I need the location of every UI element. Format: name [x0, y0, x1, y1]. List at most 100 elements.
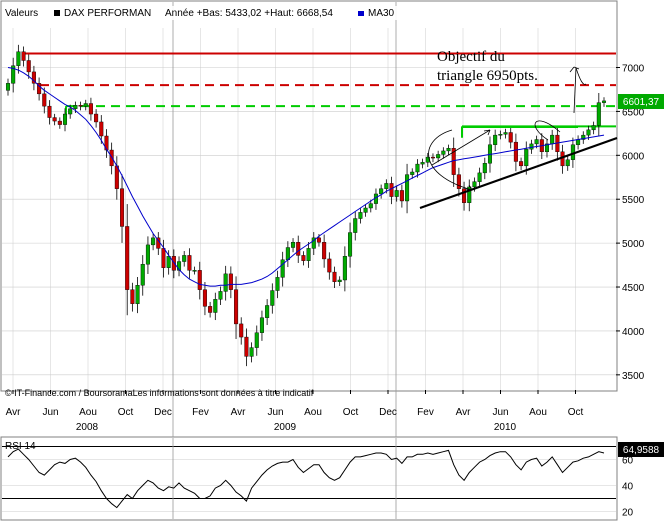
month-label: Avr [231, 407, 246, 418]
candle-body [456, 174, 461, 189]
target-arrow-head [569, 66, 580, 73]
price-tick-label: 3500 [622, 371, 645, 382]
candle-body [306, 248, 311, 261]
candle-body [140, 263, 145, 286]
candle-body [327, 258, 332, 273]
annotation-line1: Objectif du [437, 49, 505, 65]
month-label: Oct [568, 407, 584, 418]
candle-body [125, 226, 130, 290]
candle-body [436, 154, 441, 159]
copyright-text: © IT-Finance.com / BoursoramaLes informa… [5, 388, 314, 398]
candle-body [472, 181, 477, 188]
candle-body [332, 271, 337, 282]
header-ma-label: MA30 [368, 8, 395, 19]
candle-body [208, 306, 213, 313]
instrument-swatch [54, 10, 60, 16]
candle-body [576, 139, 581, 145]
candle-body [405, 174, 410, 202]
header-bg [3, 6, 615, 20]
candle-body [166, 256, 171, 268]
candle-body [197, 270, 202, 290]
candle-body [529, 143, 534, 150]
candle-body [52, 117, 57, 122]
candle-body [591, 125, 596, 131]
candle-body [601, 100, 607, 103]
candle-body [368, 203, 373, 209]
candle-body [544, 143, 550, 153]
candle-body [322, 242, 327, 260]
candle-body [462, 188, 467, 203]
candle-body [78, 105, 83, 107]
candle-body [42, 93, 47, 107]
candle-body [239, 323, 244, 338]
candle-body [259, 317, 264, 333]
month-label: Avr [6, 407, 21, 418]
annotation-line2: triangle 6950pts. [437, 68, 538, 84]
candle-body [498, 134, 503, 136]
candle-body [565, 159, 570, 167]
rsi-panel [0, 436, 618, 521]
candle-body [99, 121, 104, 137]
month-label: Dec [379, 407, 397, 418]
candle-body [5, 83, 11, 91]
candle-body [508, 132, 513, 143]
candle-body [37, 83, 42, 95]
candle-body [280, 259, 285, 278]
arrow-head-2 [483, 129, 491, 136]
candle-body [31, 71, 36, 84]
candle-body [342, 256, 347, 281]
rsi-value-badge [618, 442, 664, 457]
arrow-head-1 [465, 184, 473, 191]
candle-body [467, 186, 472, 203]
month-label: Jun [42, 407, 58, 418]
candle-body [57, 120, 62, 125]
candle-body [83, 103, 88, 107]
candle-body [228, 273, 233, 290]
rsi-tick-label: 60 [622, 456, 634, 467]
price-tick-label: 5000 [622, 239, 645, 250]
candle-body [534, 139, 539, 145]
month-label: Fev [417, 407, 434, 418]
ma30-line [7, 67, 605, 287]
candle-body [244, 336, 249, 357]
candle-body [135, 285, 140, 304]
candle-body [192, 270, 197, 272]
candle-body [477, 172, 482, 182]
triangle-support-line [419, 136, 618, 210]
candle-body [513, 141, 518, 162]
price-tick-label: 4500 [622, 283, 645, 294]
candle-body [493, 134, 498, 145]
candle-body [270, 290, 275, 306]
triangle-pattern [419, 66, 618, 210]
candle-body [524, 148, 529, 167]
candle-body [62, 113, 68, 125]
time-axis: Avr Jun Aou Oct Dec Fev Avr Jun Aou Oct Dec Fev Avr J… [6, 390, 584, 433]
candles [5, 44, 607, 367]
candle-body [254, 332, 259, 348]
candle-body [379, 188, 384, 195]
candle-body [446, 148, 451, 152]
candle-body [130, 289, 135, 304]
candle-body [316, 237, 321, 243]
candle-body [145, 244, 150, 265]
header-label: Valeurs [5, 8, 38, 19]
candle-body [337, 279, 342, 282]
candle-body [581, 134, 586, 140]
month-label: Oct [118, 407, 134, 418]
candle-body [16, 51, 21, 66]
rsi-line [7, 448, 605, 509]
candle-body [11, 65, 16, 84]
month-label: Jun [492, 407, 508, 418]
year-label: 2008 [76, 422, 99, 433]
candle-body [151, 237, 156, 246]
candle-body [47, 105, 52, 118]
price-tick-label: 7000 [622, 64, 645, 75]
candle-body [94, 113, 99, 123]
candle-body [430, 156, 435, 159]
current-price-label: 6601,37 [623, 97, 660, 108]
month-label: Avr [456, 407, 471, 418]
price-tick-label: 6000 [622, 151, 645, 162]
year-label: 2009 [274, 422, 297, 433]
month-label: Dec [154, 407, 172, 418]
